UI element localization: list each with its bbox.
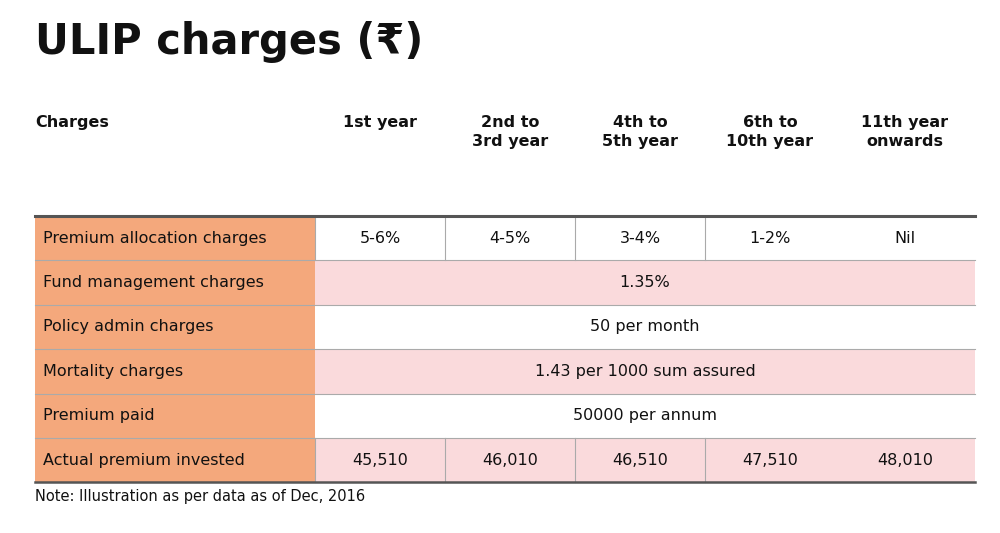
Text: 46,510: 46,510 xyxy=(612,453,668,467)
Text: Actual premium invested: Actual premium invested xyxy=(43,453,245,467)
Text: 6th to
10th year: 6th to 10th year xyxy=(726,115,814,149)
Text: 11th year
onwards: 11th year onwards xyxy=(861,115,949,149)
Bar xyxy=(35,393,315,438)
Text: 50000 per annum: 50000 per annum xyxy=(573,408,717,423)
Text: ULIP charges (₹): ULIP charges (₹) xyxy=(35,21,423,63)
Text: 47,510: 47,510 xyxy=(742,453,798,467)
Text: 3-4%: 3-4% xyxy=(619,231,661,246)
Text: 1.43 per 1000 sum assured: 1.43 per 1000 sum assured xyxy=(535,364,755,379)
Bar xyxy=(315,216,975,260)
Bar xyxy=(35,438,315,482)
Bar xyxy=(35,305,315,349)
Bar xyxy=(315,260,975,305)
Text: Note: Illustration as per data as of Dec, 2016: Note: Illustration as per data as of Dec… xyxy=(35,489,365,504)
Text: 1.35%: 1.35% xyxy=(620,275,670,290)
Text: Premium paid: Premium paid xyxy=(43,408,155,423)
Text: Premium allocation charges: Premium allocation charges xyxy=(43,231,267,246)
Text: Fund management charges: Fund management charges xyxy=(43,275,264,290)
Text: Mortality charges: Mortality charges xyxy=(43,364,183,379)
Bar xyxy=(315,349,975,393)
Text: 2nd to
3rd year: 2nd to 3rd year xyxy=(472,115,548,149)
Text: 4th to
5th year: 4th to 5th year xyxy=(602,115,678,149)
Bar xyxy=(315,305,975,349)
Text: Policy admin charges: Policy admin charges xyxy=(43,319,214,334)
Text: 4-5%: 4-5% xyxy=(489,231,531,246)
Bar xyxy=(35,216,315,260)
Text: Nil: Nil xyxy=(894,231,916,246)
Text: 50 per month: 50 per month xyxy=(590,319,700,334)
Text: 1st year: 1st year xyxy=(343,115,417,130)
Text: 46,010: 46,010 xyxy=(482,453,538,467)
Text: 45,510: 45,510 xyxy=(352,453,408,467)
Bar xyxy=(315,393,975,438)
Bar xyxy=(35,260,315,305)
Text: 48,010: 48,010 xyxy=(877,453,933,467)
Text: 1-2%: 1-2% xyxy=(749,231,791,246)
Bar xyxy=(35,349,315,393)
Text: Charges: Charges xyxy=(35,115,109,130)
Bar xyxy=(315,438,975,482)
Text: 5-6%: 5-6% xyxy=(359,231,401,246)
